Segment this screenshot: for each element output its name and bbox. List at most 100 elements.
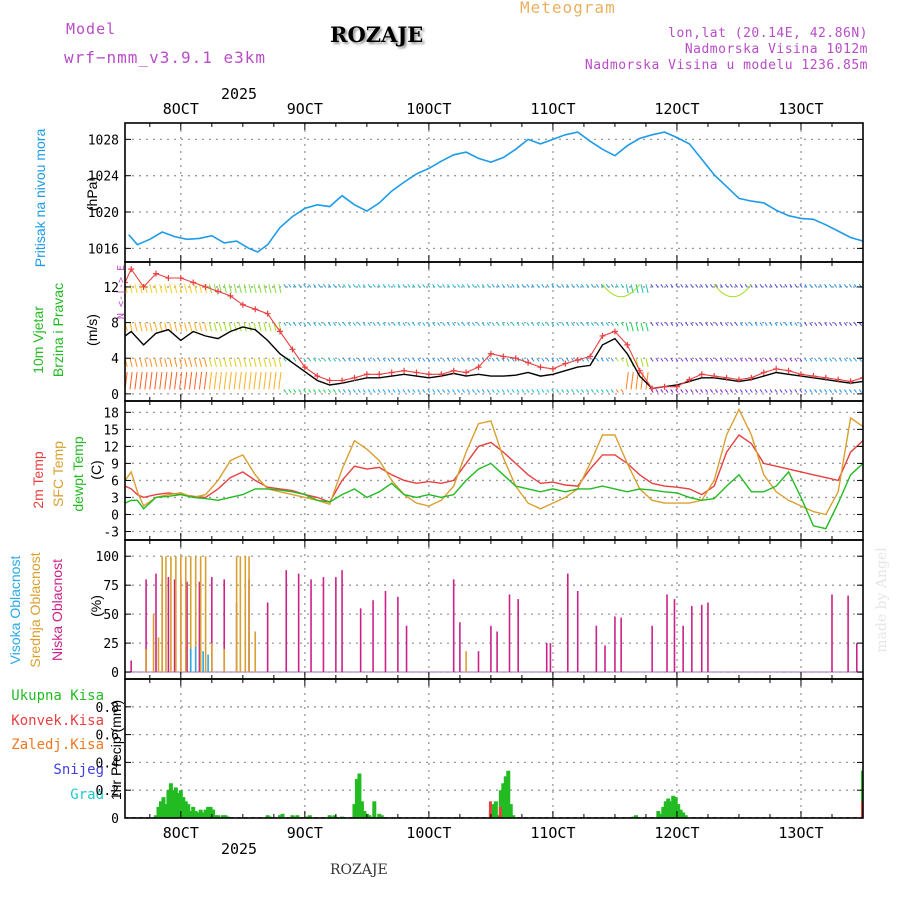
wind-barb (149, 372, 153, 390)
wind-barb (308, 322, 312, 327)
wind-barb (695, 357, 699, 362)
wind-barb (843, 322, 848, 327)
wind-barb (561, 389, 565, 393)
wind-barb (541, 389, 545, 393)
wind-barb (809, 283, 813, 288)
precip-bar (295, 815, 300, 818)
wind-barb (466, 322, 470, 327)
model-label: Model (66, 20, 117, 38)
wind-barb (551, 389, 555, 393)
wind-barb (789, 283, 793, 288)
wind-barb (417, 389, 421, 393)
wind-barb (447, 357, 451, 362)
wind-barb (809, 322, 813, 327)
precip-bar (362, 811, 367, 818)
wind-barb (323, 357, 327, 362)
wind-barb (442, 322, 446, 327)
wind-barb (581, 322, 585, 327)
wind-barb (690, 283, 694, 288)
wind-barb (804, 389, 808, 393)
wind-barb (402, 357, 406, 362)
wind-gust-marker (686, 376, 693, 383)
wind-barb (640, 358, 644, 368)
wind-barb (685, 357, 689, 362)
precip-bar (372, 801, 377, 818)
wind-barb (407, 357, 411, 362)
wind-barb (253, 284, 257, 294)
wind-barb (858, 389, 862, 393)
wind-barb (422, 322, 426, 327)
wind-barb (774, 322, 778, 327)
wind-barb (303, 389, 307, 393)
precip-bar (173, 787, 178, 818)
wind-barb (848, 283, 853, 288)
wind-barb (218, 372, 222, 390)
cloud-label-low: Niska Oblacnost (49, 559, 65, 661)
wind-barb (377, 389, 381, 393)
wind-barb (764, 357, 768, 362)
precip-legend-conv: Konvek.Kisa (11, 713, 104, 729)
wind-barb (457, 389, 461, 393)
wind-barb (705, 357, 709, 362)
lonlat-label: lon,lat (20.14E, 42.86N) (668, 26, 868, 41)
wind-barb (273, 372, 277, 390)
y-tick-label: 1020 (88, 206, 119, 221)
wind-barb (759, 322, 763, 327)
wind-title-line2: Brzina i Pravac (50, 283, 66, 377)
date-label-top: 9OCT (287, 100, 323, 118)
wind-barb (412, 389, 416, 393)
precip-bar (676, 804, 681, 818)
wind-barb (382, 322, 386, 327)
wind-barb (625, 284, 629, 294)
wind-barb (719, 283, 724, 288)
wind-barb (551, 357, 555, 362)
wind-barb (824, 389, 828, 393)
temp-label-sfc: SFC Temp (50, 441, 66, 507)
wind-barb (625, 358, 629, 368)
y-tick-label: -3 (103, 525, 119, 540)
wind-gust-marker (797, 371, 804, 378)
wind-barb (223, 322, 227, 332)
wind-barb (853, 357, 857, 362)
wind-barb (814, 322, 818, 327)
wind-barb (566, 357, 570, 362)
wind-barb (268, 372, 272, 390)
precip-bar (158, 801, 163, 818)
wind-barb (496, 389, 500, 393)
wind-barb (824, 283, 828, 288)
wind-barb (397, 389, 401, 393)
wind-barb (784, 283, 788, 288)
wind-barb (139, 372, 143, 390)
wind-barb (680, 389, 684, 393)
wind-barb (362, 357, 366, 362)
wind-barb (372, 357, 376, 362)
wind-barb (258, 358, 262, 368)
wind-barb (655, 283, 659, 288)
wind-barb (198, 322, 203, 332)
wind-barb (769, 283, 773, 288)
wind-gust-marker (847, 378, 854, 385)
wind-barb (233, 372, 237, 390)
wind-barb (794, 283, 798, 288)
wind-barb (680, 357, 684, 362)
wind-barb (705, 389, 709, 393)
wind-barb (308, 357, 312, 362)
wind-barb (159, 322, 163, 332)
wind-barb (159, 358, 163, 368)
precip-bar (203, 809, 208, 818)
wind-barb (471, 389, 475, 393)
wind-barb (809, 357, 813, 362)
cloud-label-high: Visoka Oblacnost (7, 556, 23, 665)
wind-barb (506, 357, 510, 362)
wind-gust-marker (438, 371, 445, 378)
wind-barb (516, 389, 520, 393)
wind-barb (561, 357, 565, 362)
wind-barb (258, 284, 262, 294)
wind-barb (154, 322, 158, 332)
y-tick-label: 0 (111, 508, 119, 523)
wind-barb (432, 283, 436, 288)
y-tick-label: 8 (111, 317, 119, 332)
wind-barb (273, 284, 277, 294)
wind-barb (258, 372, 262, 390)
wind-barb (804, 283, 808, 288)
